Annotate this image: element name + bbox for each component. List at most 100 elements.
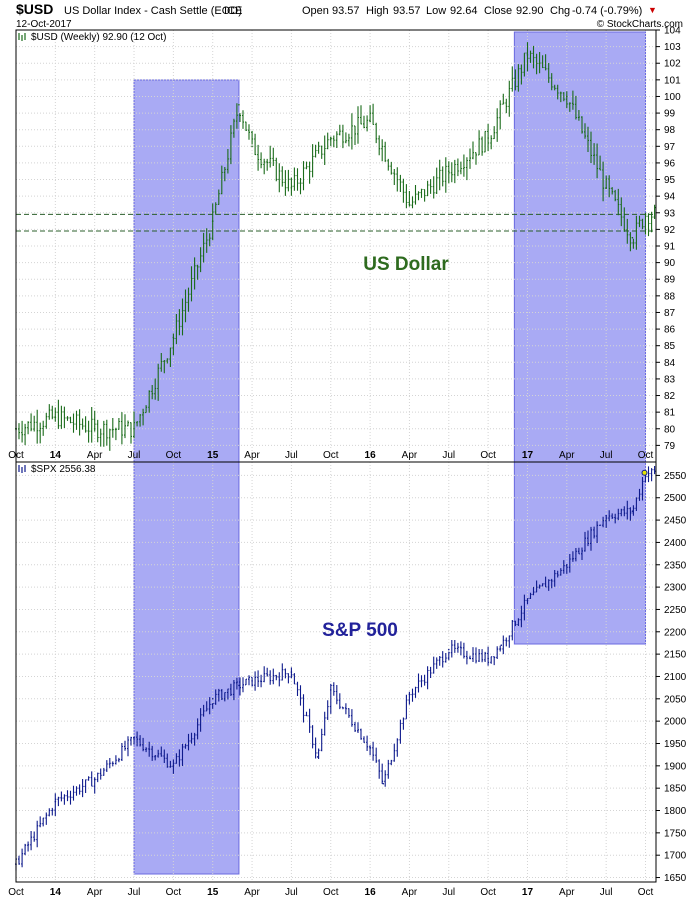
usd-x-tick-label: Jul — [600, 450, 613, 461]
spx-highlight-period — [133, 461, 240, 875]
usd-data-point — [487, 137, 489, 139]
usd-data-point — [238, 103, 240, 106]
low-value: 92.64 — [450, 5, 478, 17]
usd-y-tick-label: 84 — [664, 358, 676, 369]
spx-data-point — [487, 657, 489, 660]
spx-data-point — [382, 782, 385, 785]
usd-y-tick-label: 98 — [664, 125, 676, 136]
usd-y-tick-label: 90 — [664, 258, 676, 269]
spx-data-point — [500, 644, 503, 646]
spx-data-point — [631, 510, 634, 512]
high-label: High — [366, 5, 389, 17]
usd-y-tick-label: 83 — [664, 374, 676, 385]
usd-y-tick-label: 101 — [664, 75, 681, 86]
usd-data-point — [526, 54, 529, 56]
usd-x-tick-label: Jul — [285, 450, 298, 461]
usd-data-point — [93, 427, 96, 430]
spx-y-tick-label: 1900 — [664, 761, 687, 772]
usd-y-tick-label: 93 — [664, 208, 676, 219]
usd-y-tick-label: 103 — [664, 42, 681, 53]
spx-x-tick-label: Oct — [8, 887, 24, 898]
usd-y-tick-label: 97 — [664, 142, 676, 153]
spx-data-point — [447, 648, 450, 651]
spx-data-point — [172, 765, 175, 767]
usd-x-tick-label: Oct — [8, 450, 24, 461]
spx-y-tick-label: 1650 — [664, 873, 687, 884]
spx-y-tick-label: 1700 — [664, 851, 687, 862]
close-label: Close — [484, 5, 512, 17]
spx-y-tick-label: 2300 — [664, 583, 687, 594]
usd-y-tick-label: 100 — [664, 92, 681, 103]
usd-x-tick-label: Oct — [166, 450, 182, 461]
usd-highlight-period — [513, 31, 647, 463]
usd-highlight-period — [133, 79, 240, 463]
spx-y-tick-label: 1800 — [664, 806, 687, 817]
spx-data-point — [251, 680, 253, 682]
spx-highlight-period — [513, 461, 647, 645]
usd-data-point — [133, 427, 135, 430]
spx-x-tick-label: 15 — [207, 887, 219, 898]
usd-x-tick-label: 17 — [522, 450, 534, 461]
usd-x-tick-label: Oct — [638, 450, 654, 461]
spx-data-point — [211, 698, 214, 700]
spx-x-tick-label: 17 — [522, 887, 534, 898]
spx-x-tick-label: Apr — [402, 887, 418, 898]
usd-x-tick-label: 16 — [365, 450, 377, 461]
spx-y-tick-label: 2200 — [664, 627, 687, 638]
usd-x-tick-label: Apr — [559, 450, 575, 461]
spx-data-point — [329, 689, 332, 691]
spx-y-tick-label: 2150 — [664, 650, 687, 661]
usd-legend-icon — [18, 33, 26, 41]
chg-label: Chg — [550, 5, 570, 17]
spx-x-tick-label: Jul — [285, 887, 298, 898]
usd-y-tick-label: 91 — [664, 242, 676, 253]
spx-data-point — [526, 599, 529, 602]
spx-x-tick-label: Oct — [166, 887, 182, 898]
spx-y-tick-label: 2000 — [664, 717, 687, 728]
chg-value: -0.74 (-0.79%) — [572, 5, 642, 17]
usd-y-tick-label: 85 — [664, 341, 676, 352]
spx-y-tick-label: 2450 — [664, 516, 687, 527]
usd-x-tick-label: Oct — [480, 450, 496, 461]
spx-y-tick-label: 2350 — [664, 560, 687, 571]
usd-data-point — [631, 236, 634, 239]
spx-x-tick-label: Jul — [128, 887, 141, 898]
usd-y-tick-label: 96 — [664, 158, 676, 169]
usd-y-tick-label: 81 — [664, 408, 676, 419]
spx-panel-frame — [15, 461, 657, 883]
spx-panel: 1650 1700 1750 1800 1850 1900 1950 2000 2050 2100… — [15, 461, 687, 884]
spx-data-point — [93, 778, 96, 781]
usd-x-tick-label: 15 — [207, 450, 219, 461]
spx-x-tick-label: Apr — [559, 887, 575, 898]
usd-y-tick-label: 88 — [664, 291, 676, 302]
usd-panel: 79 80 81 82 83 84 85 86 87 88 89 90 91 92 93 94 95 96 97 98… — [15, 26, 681, 463]
usd-y-tick-label: 87 — [664, 308, 676, 319]
usd-data-point — [54, 416, 57, 418]
usd-y-tick-label: 99 — [664, 109, 676, 120]
usd-data-point — [369, 120, 371, 123]
usd-y-tick-label: 82 — [664, 391, 676, 402]
usd-annotation: US Dollar — [363, 254, 449, 275]
usd-data-point — [290, 187, 293, 189]
usd-y-tick-label: 86 — [664, 325, 676, 336]
usd-data-point — [172, 336, 175, 339]
spx-x-tick-label: Oct — [480, 887, 496, 898]
open-value: 93.57 — [332, 5, 360, 17]
spx-x-tick-label: Apr — [244, 887, 260, 898]
usd-panel-title: $USD (Weekly) 92.90 (12 Oct) — [31, 32, 166, 43]
spx-y-tick-label: 1950 — [664, 739, 687, 750]
usd-x-tick-label: Jul — [128, 450, 141, 461]
close-value: 92.90 — [516, 5, 544, 17]
usd-y-tick-label: 95 — [664, 175, 676, 186]
usd-x-tick-label: Apr — [244, 450, 260, 461]
usd-data-point — [605, 187, 607, 189]
spx-y-tick-label: 1850 — [664, 784, 687, 795]
low-label: Low — [426, 5, 446, 17]
spx-x-tick-label: Oct — [323, 887, 339, 898]
spx-y-tick-label: 2500 — [664, 493, 687, 504]
watermark: © StockCharts.com — [597, 19, 683, 30]
usd-y-tick-label: 92 — [664, 225, 676, 236]
header-name: US Dollar Index - Cash Settle (EOD) — [64, 5, 242, 17]
spx-x-tick-label: Jul — [600, 887, 613, 898]
spx-last-price-marker — [641, 469, 648, 476]
